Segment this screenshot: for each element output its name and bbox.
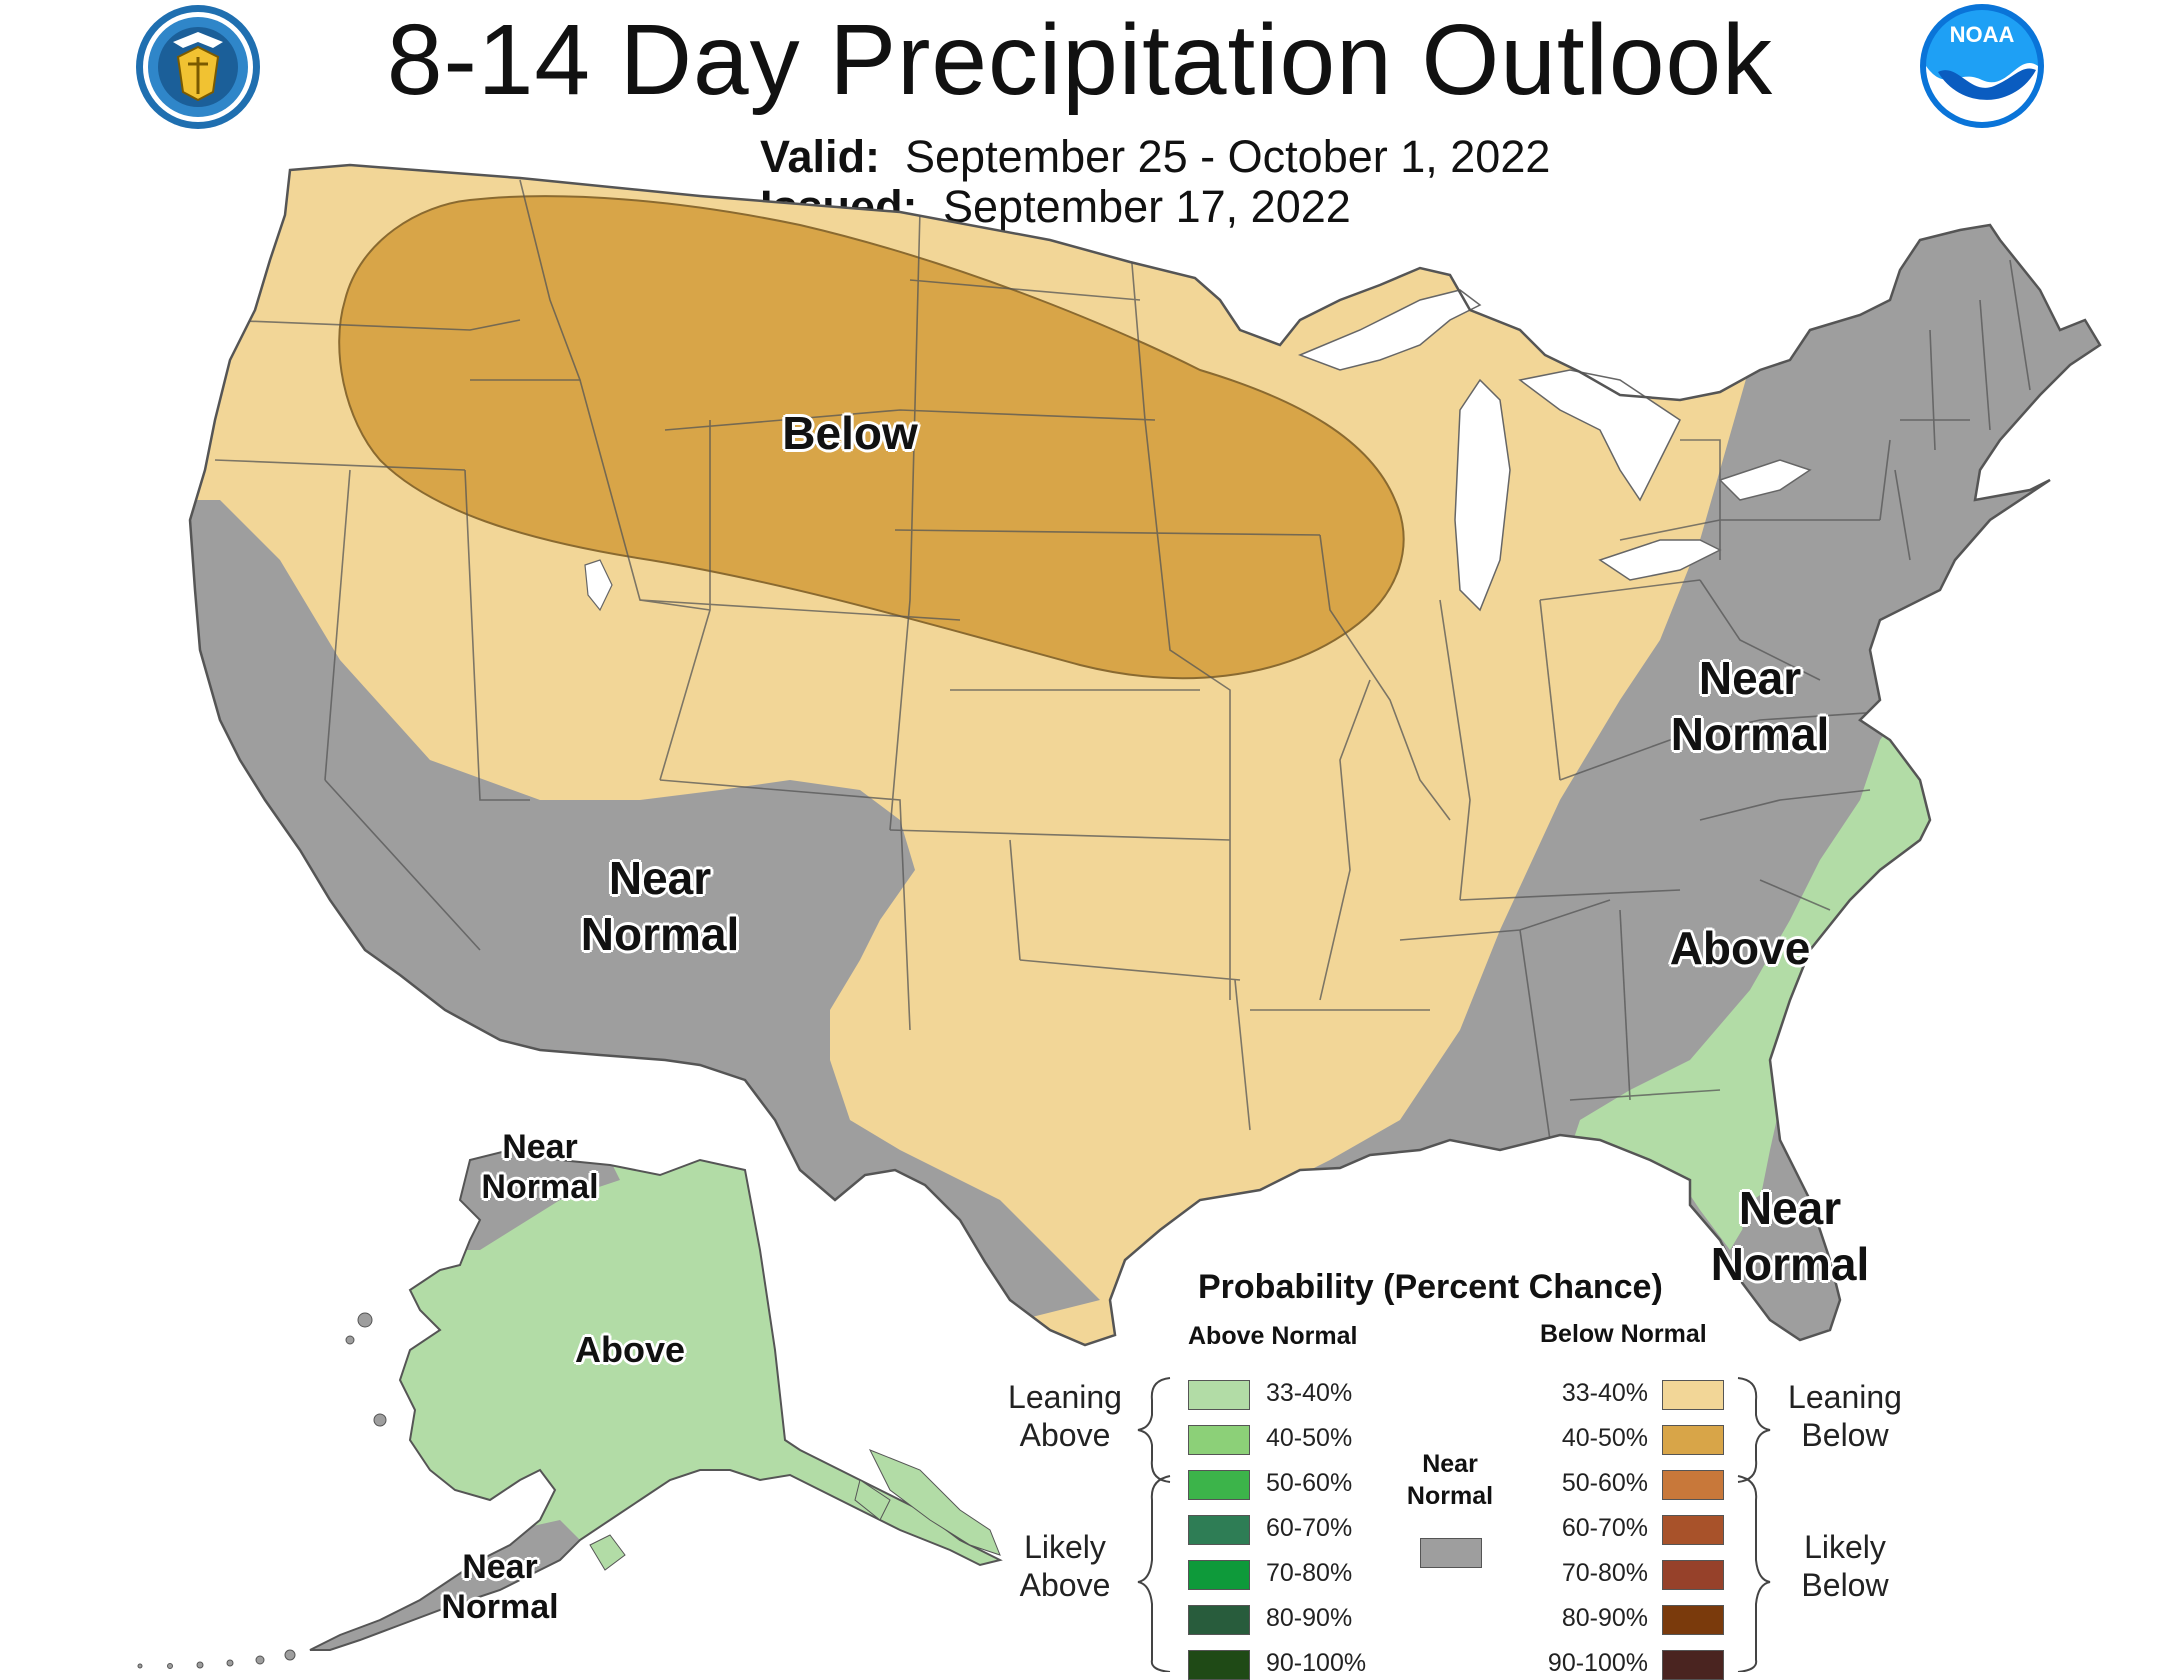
- label-alaska-north-line2: Normal: [481, 1168, 599, 1206]
- great-lakes: [1297, 289, 1812, 612]
- legend-below-range: 50-60%: [1561, 1469, 1648, 1497]
- legend-near-normal-swatch: [1420, 1538, 1482, 1568]
- legend-title: Probability (Percent Chance): [1198, 1268, 1663, 1306]
- legend-below-range: 60-70%: [1561, 1514, 1648, 1542]
- noaa-logo-text: NOAA: [1950, 22, 2015, 47]
- legend-above-range: 70-80%: [1266, 1559, 1353, 1587]
- legend-above-range: 50-60%: [1266, 1469, 1353, 1497]
- legend-leaning-above-line2: Above: [1019, 1417, 1111, 1453]
- legend-near-line2: Normal: [1406, 1482, 1494, 1510]
- legend-below-swatch: [1662, 1425, 1724, 1455]
- noaa-logo-icon: NOAA: [1920, 4, 2044, 128]
- legend-likely-above: Likely Above: [1000, 1528, 1130, 1604]
- label-near-normal-east-line1: Near: [1698, 652, 1802, 704]
- label-near-normal-east: Near Normal: [1640, 655, 1860, 757]
- legend-below-header: Below Normal: [1540, 1320, 1707, 1348]
- legend-above-range: 60-70%: [1266, 1514, 1353, 1542]
- legend-below-swatch: [1662, 1380, 1724, 1410]
- label-above-southeast: Above: [1669, 922, 1811, 974]
- valid-line: Valid: September 25 - October 1, 2022: [760, 130, 1550, 184]
- label-near-normal-florida: Near Normal: [1690, 1185, 1890, 1287]
- legend-below-swatch: [1662, 1560, 1724, 1590]
- legend-leaning-above: Leaning Above: [1000, 1378, 1130, 1454]
- legend-below-range: 40-50%: [1561, 1424, 1648, 1452]
- legend-below-range: 70-80%: [1561, 1559, 1648, 1587]
- legend-below-swatch: [1662, 1470, 1724, 1500]
- legend-above-swatch: [1188, 1425, 1250, 1455]
- legend-below-swatch: [1662, 1605, 1724, 1635]
- label-alaska-south: Near Normal: [420, 1550, 580, 1624]
- label-near-normal-west-line2: Normal: [580, 908, 740, 960]
- legend-leaning-above-line1: Leaning: [1008, 1379, 1122, 1415]
- valid-label: Valid:: [760, 131, 881, 182]
- legend-leaning-below-line1: Leaning: [1788, 1379, 1902, 1415]
- legend-likely-below-line2: Below: [1801, 1567, 1889, 1603]
- commerce-seal-icon: [136, 5, 260, 129]
- legend-above-swatch: [1188, 1560, 1250, 1590]
- legend-above-swatch: [1188, 1515, 1250, 1545]
- legend-below-range: 80-90%: [1561, 1604, 1648, 1632]
- label-near-normal-west: Near Normal: [545, 855, 775, 957]
- label-near-normal-florida-line2: Normal: [1710, 1238, 1870, 1290]
- legend-below-swatch: [1662, 1515, 1724, 1545]
- label-below-north: Below: [782, 407, 918, 459]
- legend-leaning-below: Leaning Below: [1780, 1378, 1910, 1454]
- label-alaska-north: Near Normal: [460, 1130, 620, 1204]
- legend-likely-below-line1: Likely: [1804, 1529, 1886, 1565]
- legend-likely-above-line2: Above: [1019, 1567, 1111, 1603]
- valid-value: September 25 - October 1, 2022: [905, 131, 1551, 182]
- legend-likely-below: Likely Below: [1780, 1528, 1910, 1604]
- legend-likely-above-line1: Likely: [1024, 1529, 1106, 1565]
- legend-above-range: 40-50%: [1266, 1424, 1353, 1452]
- label-alaska-north-line1: Near: [502, 1128, 578, 1166]
- legend-above-swatch: [1188, 1470, 1250, 1500]
- label-near-normal-florida-line1: Near: [1738, 1182, 1842, 1234]
- legend-near-normal-header: Near Normal: [1390, 1448, 1510, 1512]
- legend-near-line1: Near: [1422, 1450, 1478, 1478]
- page-title: 8-14 Day Precipitation Outlook: [386, 4, 1774, 116]
- legend-above-header: Above Normal: [1188, 1322, 1358, 1350]
- legend-leaning-below-line2: Below: [1801, 1417, 1889, 1453]
- legend-above-swatch: [1188, 1605, 1250, 1635]
- label-alaska-south-line1: Near: [462, 1548, 538, 1586]
- label-near-normal-west-line1: Near: [608, 852, 712, 904]
- legend-above-range: 33-40%: [1266, 1379, 1353, 1407]
- label-near-normal-east-line2: Normal: [1670, 708, 1830, 760]
- label-alaska-above: Above: [574, 1329, 686, 1370]
- legend-above-range: 80-90%: [1266, 1604, 1353, 1632]
- label-alaska-south-line2: Normal: [441, 1588, 559, 1626]
- legend-above-swatch: [1188, 1380, 1250, 1410]
- legend-below-range: 33-40%: [1561, 1379, 1648, 1407]
- issued-value: September 17, 2022: [943, 181, 1351, 232]
